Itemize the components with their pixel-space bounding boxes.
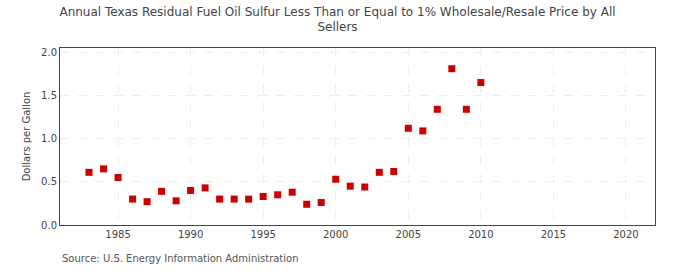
svg-text:2005: 2005	[396, 229, 421, 240]
svg-text:2020: 2020	[613, 229, 638, 240]
svg-text:2000: 2000	[323, 229, 348, 240]
svg-text:0.5: 0.5	[41, 176, 57, 187]
svg-text:1995: 1995	[250, 229, 275, 240]
svg-text:2010: 2010	[468, 229, 493, 240]
svg-text:2015: 2015	[541, 229, 566, 240]
svg-text:0.0: 0.0	[41, 220, 57, 231]
svg-text:Source: U.S. Energy Informatio: Source: U.S. Energy Information Administ…	[62, 253, 299, 264]
svg-text:Annual Texas Residual Fuel Oil: Annual Texas Residual Fuel Oil Sulfur Le…	[59, 5, 615, 35]
svg-text:1.0: 1.0	[41, 133, 57, 144]
svg-text:1990: 1990	[178, 229, 203, 240]
svg-text:2.0: 2.0	[41, 47, 57, 58]
svg-text:Dollars per Gallon: Dollars per Gallon	[21, 92, 32, 182]
svg-text:1985: 1985	[105, 229, 130, 240]
svg-text:1.5: 1.5	[41, 90, 57, 101]
